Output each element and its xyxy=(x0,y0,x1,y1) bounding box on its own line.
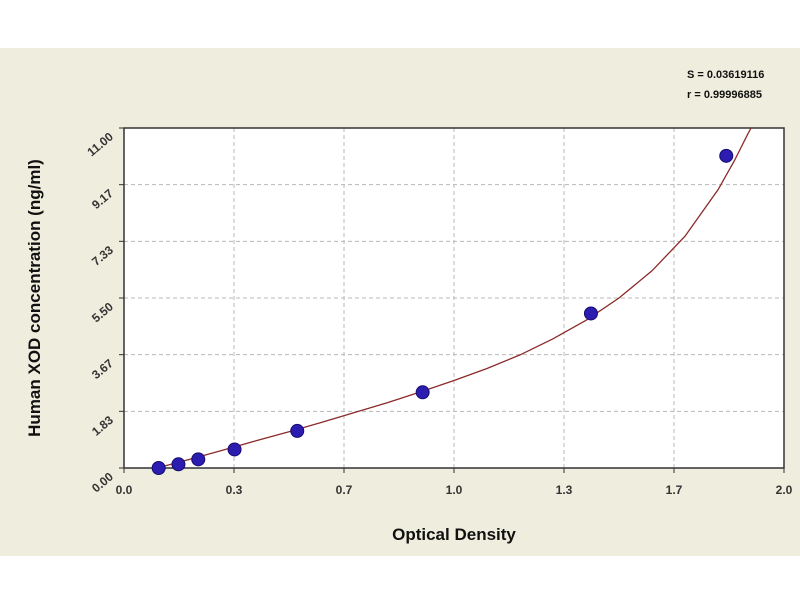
stat-r-value: r = 0.99996885 xyxy=(687,89,762,101)
y-tick-label: 5.50 xyxy=(89,299,116,325)
x-tick-label: 1.7 xyxy=(666,483,683,497)
chart-frame: 0.0 0.3 0.7 1.0 1.3 1.7 2.0 0.00 1.83 3.67 5.50 7.3… xyxy=(0,48,800,556)
x-tick-label: 0.3 xyxy=(226,483,243,497)
x-tick-label: 2.0 xyxy=(776,483,793,497)
y-tick-label: 11.00 xyxy=(84,129,116,159)
data-point xyxy=(415,385,430,400)
chart: 0.0 0.3 0.7 1.0 1.3 1.7 2.0 0.00 1.83 3.67 5.50 7.3… xyxy=(25,69,793,544)
data-point xyxy=(719,148,734,163)
y-tick-label: 1.83 xyxy=(89,413,116,439)
data-point xyxy=(290,423,305,438)
data-point xyxy=(191,452,206,467)
data-point xyxy=(583,306,598,321)
data-point xyxy=(151,461,166,475)
data-points xyxy=(151,148,734,475)
y-tick-label: 7.33 xyxy=(89,243,116,269)
x-tick-label: 1.0 xyxy=(446,483,463,497)
x-tick-label: 1.3 xyxy=(556,483,573,497)
y-tick-label: 0.00 xyxy=(89,469,116,495)
fit-curve xyxy=(156,127,752,469)
x-tick-label: 0.0 xyxy=(116,483,133,497)
grid-lines xyxy=(124,128,784,468)
y-axis-title: Human XOD concentration (ng/ml) xyxy=(25,159,44,437)
data-point xyxy=(171,457,186,472)
y-tick-label: 3.67 xyxy=(89,356,116,382)
x-axis-title: Optical Density xyxy=(392,525,516,544)
stat-s-value: S = 0.03619116 xyxy=(687,69,764,81)
data-point xyxy=(227,442,242,457)
x-tick-label: 0.7 xyxy=(336,483,353,497)
y-tick-label: 9.17 xyxy=(89,186,116,212)
